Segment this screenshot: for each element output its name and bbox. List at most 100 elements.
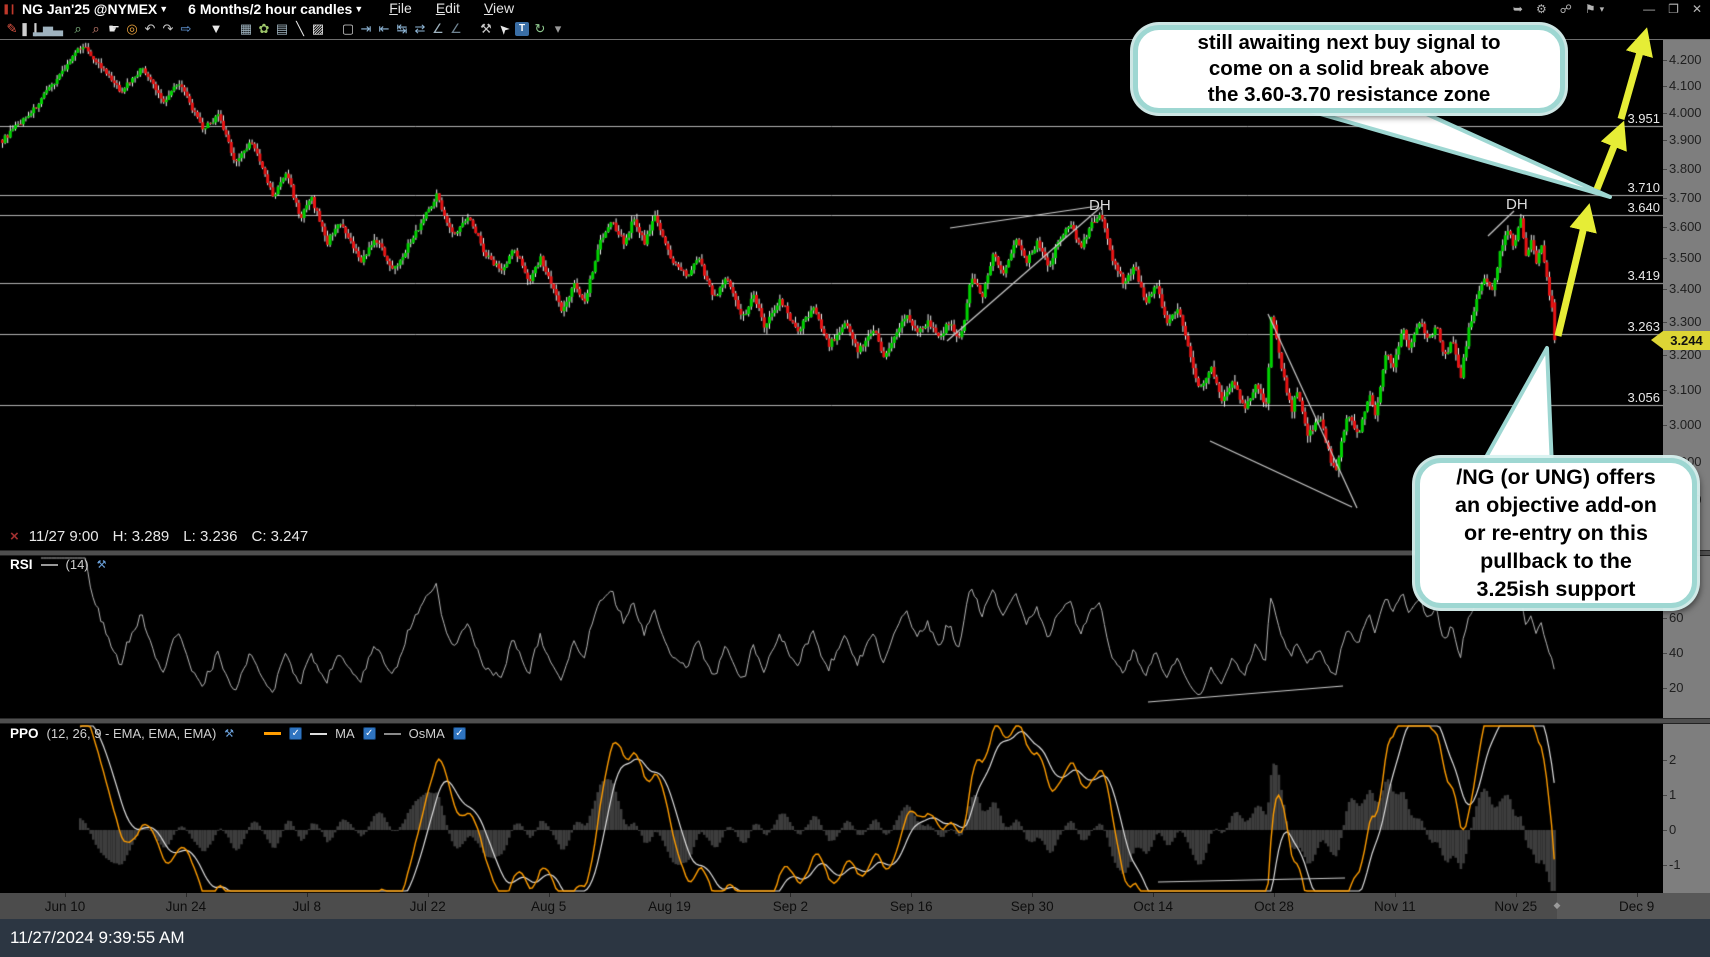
callout-text-line: an objective add-on [1420, 491, 1692, 519]
ppo-header: PPO (12, 26, 9 - EMA, EMA, EMA) ⚒ ✓ MA ✓… [10, 726, 466, 741]
rsi-tick-label: 60 [1669, 610, 1683, 625]
rsi-tick-mark [1663, 688, 1667, 689]
current-price-pointer-icon [1651, 331, 1663, 349]
info-high: H: 3.289 [113, 528, 170, 545]
time-tick-mark [1637, 893, 1638, 897]
ppo-panel-divider[interactable] [0, 718, 1710, 724]
feedback-icon[interactable]: ➥ [1513, 0, 1523, 18]
time-tick-mark [186, 893, 187, 897]
price-tick-mark [1663, 227, 1667, 228]
zoom-in-icon[interactable]: ⌕ [69, 19, 87, 39]
crosshair-icon[interactable]: ◎ [123, 19, 141, 39]
price-tick-mark [1663, 355, 1667, 356]
time-axis[interactable]: ◆ Jun 10Jun 24Jul 8Jul 22Aug 5Aug 19Sep … [0, 893, 1710, 919]
forward-icon[interactable]: ⇨ [177, 19, 195, 39]
time-tick-label: Sep 2 [773, 899, 808, 914]
ppo-tick-mark [1663, 865, 1667, 866]
angle-free-icon[interactable]: ∠ [447, 19, 465, 39]
time-tick-mark [428, 893, 429, 897]
symbol-selector[interactable]: NG Jan'25 @NYMEX [22, 1, 157, 17]
time-tick-label: Jul 22 [410, 899, 446, 914]
rsi-settings-icon[interactable]: ⚒ [97, 558, 107, 571]
ohlc-info-line: × 11/27 9:00 H: 3.289 L: 3.236 C: 3.247 [10, 528, 308, 545]
redo-icon[interactable]: ↷ [159, 19, 177, 39]
rsi-line-swatch [41, 564, 58, 566]
price-tick-mark [1663, 113, 1667, 114]
swap-axes-icon[interactable]: ⇄ [411, 19, 429, 39]
price-tick-label: 3.700 [1669, 190, 1702, 205]
callout-text-line: 3.25ish support [1420, 575, 1692, 603]
time-tick-label: Jun 24 [166, 899, 207, 914]
price-tick-label: 3.600 [1669, 219, 1702, 234]
status-datetime: 11/27/2024 9:39:55 AM [10, 928, 185, 948]
price-tick-mark [1663, 390, 1667, 391]
close-icon[interactable]: ✕ [1692, 0, 1702, 18]
ppo-tick-label: 0 [1669, 822, 1676, 837]
price-tick-label: 4.200 [1669, 52, 1702, 67]
price-tick-label: 3.300 [1669, 314, 1702, 329]
ppo-settings-icon[interactable]: ⚒ [224, 727, 234, 740]
time-tick-label: Dec 9 [1619, 899, 1654, 914]
maximize-icon[interactable]: ❐ [1668, 0, 1679, 18]
time-tick-mark [1153, 893, 1154, 897]
brush-icon[interactable]: ✿ [255, 19, 273, 39]
extend-right-icon[interactable]: ⇥ [357, 19, 375, 39]
sr-line-label: 3.056 [1627, 390, 1660, 405]
price-tick-mark [1663, 258, 1667, 259]
timeframe-caret-icon[interactable]: ▼ [354, 4, 363, 14]
undo-icon[interactable]: ↶ [141, 19, 159, 39]
menu-edit[interactable]: Edit [436, 0, 460, 16]
time-tick-label: Nov 11 [1374, 899, 1416, 914]
callout-add-on-entry[interactable]: /NG (or UNG) offers an objective add-on … [1415, 458, 1697, 608]
ppo-ma-checkbox[interactable]: ✓ [363, 727, 376, 740]
pin-caret-icon[interactable]: ▾ [1600, 0, 1605, 18]
drawing-tools-dropdown-icon[interactable]: ▼ [207, 19, 225, 39]
rectangle-icon[interactable]: ▢ [339, 19, 357, 39]
symbol-caret-icon[interactable]: ▼ [159, 4, 168, 14]
ppo-params: (12, 26, 9 - EMA, EMA, EMA) [47, 726, 217, 741]
zoom-out-icon[interactable]: ⌕ [87, 19, 105, 39]
extend-left-icon[interactable]: ⇤ [375, 19, 393, 39]
callout-text-line: the 3.60-3.70 resistance zone [1138, 82, 1560, 108]
price-tick-label: 3.500 [1669, 250, 1702, 265]
parallel-lines-icon[interactable]: ▨ [309, 19, 327, 39]
refresh-caret-icon[interactable]: ▾ [549, 19, 567, 39]
grid-style-icon[interactable]: ▦ [237, 19, 255, 39]
price-chart-canvas[interactable] [0, 40, 1663, 893]
info-close: C: 3.247 [252, 528, 309, 545]
time-tick-mark [307, 893, 308, 897]
menu-file[interactable]: File [389, 0, 412, 16]
link-icon[interactable]: ☍ [1560, 0, 1572, 18]
refresh-icon[interactable]: ↻ [531, 19, 549, 39]
time-tick-label: Jun 10 [45, 899, 86, 914]
info-close-icon[interactable]: × [10, 528, 19, 545]
settings-gear-icon[interactable]: ⚙ [1536, 0, 1547, 18]
minimize-icon[interactable]: — [1643, 0, 1655, 18]
time-tick-mark [549, 893, 550, 897]
split-view-icon[interactable]: ↹ [393, 19, 411, 39]
price-tick-mark [1663, 425, 1667, 426]
current-time-marker-icon: ◆ [1554, 900, 1561, 911]
trendline-icon[interactable]: ╲ [291, 19, 309, 39]
ppo-title: PPO [10, 726, 39, 741]
pin-icon[interactable]: ⚑ [1585, 0, 1596, 18]
time-tick-label: Oct 28 [1254, 899, 1294, 914]
callout-buy-signal[interactable]: still awaiting next buy signal to come o… [1133, 25, 1565, 113]
price-tick-label: 3.100 [1669, 382, 1702, 397]
time-tick-mark [670, 893, 671, 897]
chart-type-bars-icon[interactable]: ▂▅▃ [39, 19, 57, 39]
ppo-line-checkbox[interactable]: ✓ [289, 727, 302, 740]
info-low: L: 3.236 [183, 528, 237, 545]
angle-snap-icon[interactable]: ∠ [429, 19, 447, 39]
time-tick-mark [65, 893, 66, 897]
price-tick-mark [1663, 60, 1667, 61]
callout-text-line: still awaiting next buy signal to [1138, 30, 1560, 56]
rsi-tick-label: 40 [1669, 645, 1683, 660]
studies-icon[interactable]: ▤ [273, 19, 291, 39]
ppo-osma-checkbox[interactable]: ✓ [453, 727, 466, 740]
timeframe-selector[interactable]: 6 Months/2 hour candles [188, 1, 352, 17]
menu-view[interactable]: View [484, 0, 514, 16]
rsi-tick-mark [1663, 653, 1667, 654]
sr-line-label: 3.710 [1627, 180, 1660, 195]
pan-hand-icon[interactable]: ☛ [105, 19, 123, 39]
